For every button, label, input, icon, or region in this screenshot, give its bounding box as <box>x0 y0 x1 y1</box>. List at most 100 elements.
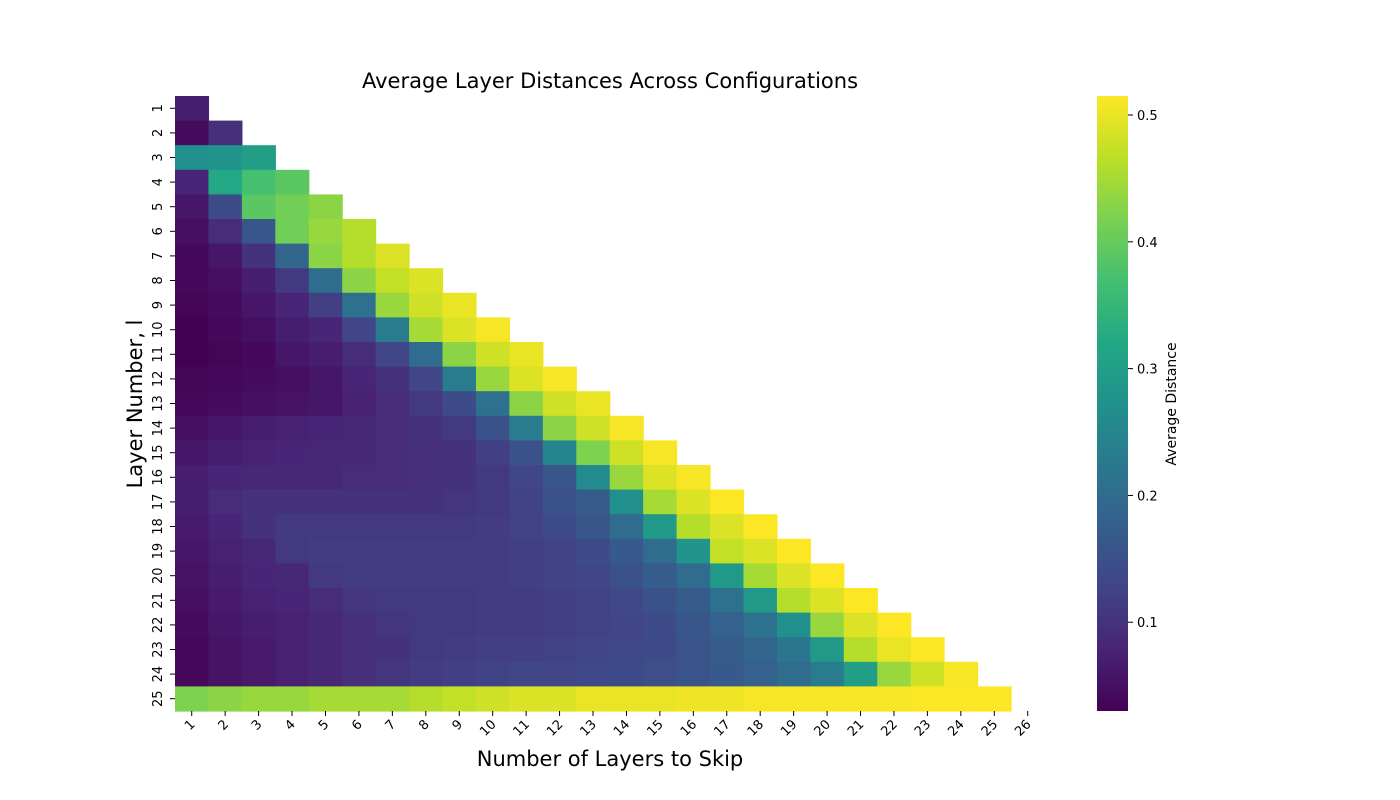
heatmap-cell <box>409 465 444 491</box>
heatmap-cell <box>409 563 444 589</box>
heatmap-cell <box>342 538 377 564</box>
heatmap-cell <box>442 661 477 687</box>
heatmap-cell <box>743 637 778 663</box>
x-tick-label: 5 <box>316 717 332 733</box>
heatmap-cell <box>308 563 343 589</box>
heatmap-cell <box>542 465 577 491</box>
heatmap-cell <box>275 243 310 269</box>
y-tick-label: 21 <box>151 592 166 609</box>
heatmap-cell <box>475 415 510 441</box>
x-tick-label: 11 <box>511 717 533 739</box>
heatmap-cell <box>275 219 310 245</box>
heatmap-cell <box>609 489 644 515</box>
heatmap-cell <box>676 686 711 712</box>
heatmap-cell <box>442 489 477 515</box>
heatmap-cell <box>342 415 377 441</box>
heatmap-cell <box>208 588 243 614</box>
heatmap-cell <box>576 637 611 663</box>
y-tick-label: 13 <box>151 395 166 412</box>
heatmap-cell <box>175 366 210 392</box>
heatmap-cell <box>542 538 577 564</box>
heatmap-cell <box>542 366 577 392</box>
heatmap-cell <box>175 317 210 343</box>
heatmap-cell <box>342 440 377 466</box>
heatmap-cell <box>843 588 878 614</box>
colorbar-tick-label: 0.2 <box>1137 489 1158 504</box>
heatmap-cell <box>241 391 276 417</box>
heatmap-cells <box>175 96 1012 712</box>
heatmap-cell <box>342 612 377 638</box>
heatmap-cell <box>409 538 444 564</box>
x-tick-label: 17 <box>711 717 733 739</box>
heatmap-cell <box>308 514 343 540</box>
heatmap-cell <box>910 686 945 712</box>
heatmap-cell <box>475 465 510 491</box>
heatmap-cell <box>241 489 276 515</box>
heatmap-cell <box>241 342 276 368</box>
heatmap-cell <box>576 612 611 638</box>
heatmap-cell <box>275 268 310 294</box>
heatmap-cell <box>208 612 243 638</box>
x-tick-label: 19 <box>778 717 800 739</box>
heatmap-cell <box>609 686 644 712</box>
heatmap-cell <box>308 292 343 318</box>
heatmap-cell <box>175 588 210 614</box>
heatmap-cell <box>877 686 912 712</box>
heatmap-cell <box>375 588 410 614</box>
heatmap-cell <box>275 686 310 712</box>
heatmap-cell <box>308 686 343 712</box>
heatmap-cell <box>175 514 210 540</box>
x-tick-label: 26 <box>1012 717 1034 739</box>
heatmap-cell <box>743 563 778 589</box>
heatmap-cell <box>576 440 611 466</box>
heatmap-cell <box>409 588 444 614</box>
heatmap-cell <box>409 612 444 638</box>
heatmap-cell <box>308 342 343 368</box>
heatmap-cell <box>275 366 310 392</box>
heatmap-cell <box>275 465 310 491</box>
y-tick-label: 19 <box>151 543 166 560</box>
heatmap-cell <box>208 637 243 663</box>
y-tick-label: 11 <box>151 346 166 363</box>
heatmap-cell <box>241 514 276 540</box>
heatmap-cell <box>643 612 678 638</box>
x-tick-label: 15 <box>644 717 666 739</box>
x-tick-label: 3 <box>249 717 265 733</box>
heatmap-cell <box>175 563 210 589</box>
heatmap-cell <box>342 342 377 368</box>
heatmap-cell <box>375 686 410 712</box>
heatmap-cell <box>442 612 477 638</box>
heatmap-cell <box>710 563 745 589</box>
heatmap-cell <box>475 538 510 564</box>
x-tick-label: 16 <box>678 717 700 739</box>
heatmap-cell <box>542 514 577 540</box>
heatmap-cell <box>643 440 678 466</box>
heatmap-cell <box>542 391 577 417</box>
heatmap-cell <box>175 661 210 687</box>
heatmap-cell <box>710 612 745 638</box>
heatmap-cell <box>776 686 811 712</box>
heatmap-cell <box>509 440 544 466</box>
heatmap-cell <box>375 563 410 589</box>
heatmap-cell <box>710 514 745 540</box>
heatmap-cell <box>175 538 210 564</box>
y-tick-label: 24 <box>151 666 166 683</box>
heatmap-cell <box>509 391 544 417</box>
heatmap-cell <box>643 637 678 663</box>
heatmap-cell <box>308 243 343 269</box>
x-tick-label: 21 <box>845 717 867 739</box>
heatmap-cell <box>676 465 711 491</box>
y-tick-label: 18 <box>151 518 166 535</box>
heatmap-cell <box>342 292 377 318</box>
heatmap-cell <box>241 194 276 220</box>
heatmap-cell <box>509 342 544 368</box>
heatmap-cell <box>208 366 243 392</box>
heatmap-cell <box>676 563 711 589</box>
heatmap-cell <box>375 342 410 368</box>
heatmap-cell <box>208 489 243 515</box>
colorbar <box>1097 96 1128 711</box>
heatmap-cell <box>275 637 310 663</box>
heatmap-cell <box>442 440 477 466</box>
heatmap-cell <box>409 489 444 515</box>
heatmap-cell <box>643 686 678 712</box>
